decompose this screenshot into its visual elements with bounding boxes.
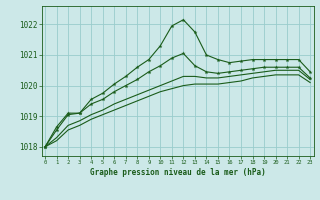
X-axis label: Graphe pression niveau de la mer (hPa): Graphe pression niveau de la mer (hPa) <box>90 168 266 177</box>
